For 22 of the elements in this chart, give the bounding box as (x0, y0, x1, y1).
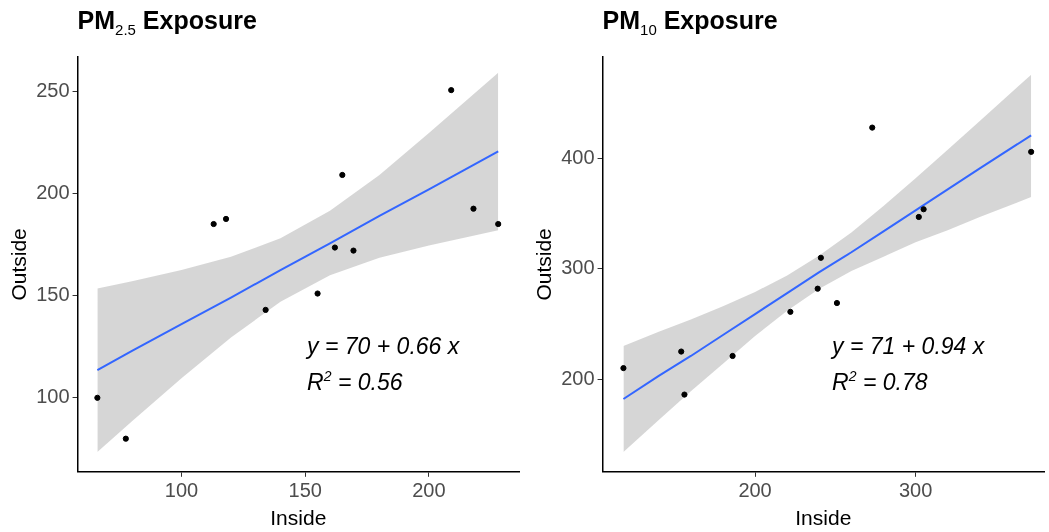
chart-title: PM$_{10}$ Exposure (602, 6, 778, 38)
annotation: R$^{2}$ = 0.78 (832, 367, 928, 395)
x-tick-label: 300 (898, 479, 933, 502)
annotation: y = 70 + 0.66 x (307, 332, 460, 359)
y-tick-label: 200 (36, 180, 70, 203)
chart-title: PM$_{2.5}$ Exposure (77, 6, 257, 38)
y-tick-label: 100 (36, 385, 70, 408)
x-axis-title: Inside (795, 506, 852, 530)
y-axis-title: Outside (7, 228, 31, 301)
x-tick-label: 200 (412, 479, 446, 502)
y-tick-label: 400 (561, 146, 595, 169)
x-axis-title: Inside (270, 506, 327, 530)
x-tick-label: 150 (288, 479, 322, 502)
y-axis-title: Outside (532, 228, 556, 301)
y-tick-label: 200 (561, 366, 595, 389)
y-tick-label: 150 (36, 283, 70, 306)
x-tick-label: 200 (738, 479, 772, 502)
y-tick-label: 300 (561, 256, 595, 279)
x-tick-label: 100 (164, 479, 199, 502)
annotation: R$^{2}$ = 0.56 (307, 367, 403, 395)
y-tick-label: 250 (36, 78, 70, 101)
annotation: y = 71 + 0.94 x (832, 332, 985, 359)
